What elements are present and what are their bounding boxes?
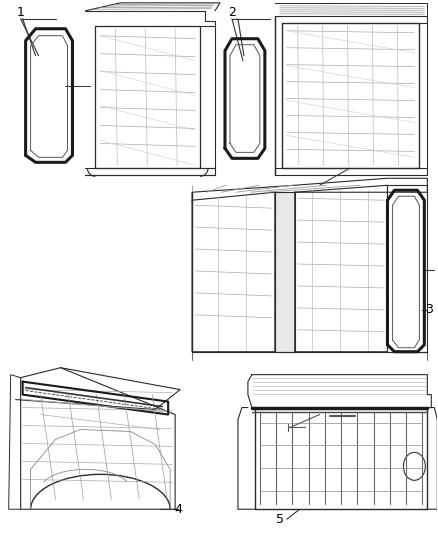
Text: 4: 4	[174, 503, 182, 516]
Text: 2: 2	[228, 6, 236, 19]
Polygon shape	[275, 192, 295, 352]
Text: 5: 5	[276, 513, 284, 526]
Text: 1: 1	[17, 6, 25, 19]
Text: 3: 3	[425, 303, 433, 317]
